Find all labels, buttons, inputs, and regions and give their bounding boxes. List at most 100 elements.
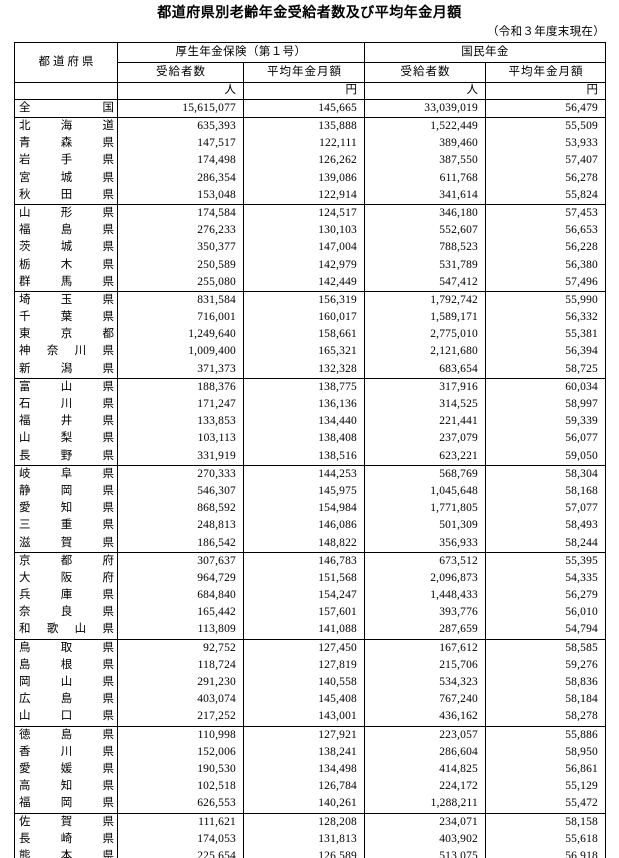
cell-kokumin-average: 59,050 <box>484 447 607 466</box>
cell-kosei-average: 130,103 <box>243 222 365 240</box>
header-row-subcolumns: 受給者数 平均年金月額 受給者数 平均年金月額 <box>15 62 607 83</box>
cell-kosei-recipients: 270,333 <box>117 465 244 484</box>
cell-kosei-recipients: 186,542 <box>117 534 244 553</box>
cell-kokumin-average: 57,077 <box>484 500 607 518</box>
as-of-note: （令和３年度末現在） <box>487 26 605 38</box>
cell-kosei-recipients: 626,553 <box>117 795 244 814</box>
table-row: 徳島県 110,998 127,921 223,057 55,886 <box>14 726 607 744</box>
cell-kosei-recipients: 276,233 <box>117 222 244 240</box>
cell-kosei-average: 147,004 <box>243 239 365 257</box>
prefecture-label: 千葉県 <box>19 311 114 324</box>
prefecture-label: 高知県 <box>19 780 114 793</box>
prefecture-label: 富山県 <box>19 380 114 393</box>
prefecture-label: 長崎県 <box>19 832 114 845</box>
prefecture-cell: 島根県 <box>14 657 118 675</box>
cell-kokumin-average: 58,304 <box>484 465 607 484</box>
prefecture-cell: 岡山県 <box>14 674 118 692</box>
cell-kosei-recipients: 868,592 <box>117 500 244 518</box>
cell-kosei-recipients: 103,113 <box>117 430 244 448</box>
cell-kosei-recipients: 118,724 <box>117 657 244 675</box>
table-row: 静岡県 546,307 145,975 1,045,648 58,168 <box>14 483 607 501</box>
cell-kosei-average: 136,136 <box>243 396 365 414</box>
cell-kokumin-average: 56,918 <box>484 848 607 858</box>
prefecture-label: 広島県 <box>19 693 114 706</box>
cell-kokumin-recipients: 314,525 <box>364 396 486 414</box>
prefecture-label: 山形県 <box>19 206 114 219</box>
cell-kosei-average: 127,921 <box>243 726 365 744</box>
cell-kosei-recipients: 165,442 <box>117 604 244 622</box>
unit-kosei-recipients: 人 <box>117 82 244 100</box>
cell-kosei-average: 154,247 <box>243 587 365 605</box>
cell-kosei-recipients: 190,530 <box>117 761 244 779</box>
prefecture-cell: 徳島県 <box>14 726 118 744</box>
cell-kokumin-recipients: 1,522,449 <box>364 117 486 136</box>
table-row: 奈良県 165,442 157,601 393,776 56,010 <box>14 604 607 622</box>
table-row: 北海道 635,393 135,888 1,522,449 55,509 <box>14 117 607 136</box>
cell-kosei-average: 122,914 <box>243 186 365 206</box>
cell-kokumin-recipients: 167,612 <box>364 639 486 657</box>
cell-kosei-recipients: 153,048 <box>117 186 244 206</box>
cell-kosei-average: 126,784 <box>243 778 365 796</box>
cell-kokumin-recipients: 356,933 <box>364 534 486 553</box>
prefecture-label: 和歌山県 <box>19 623 114 636</box>
cell-kokumin-average: 56,861 <box>484 761 607 779</box>
cell-kokumin-recipients: 317,916 <box>364 378 486 397</box>
cell-kokumin-recipients: 403,902 <box>364 830 486 849</box>
cell-kosei-average: 151,568 <box>243 570 365 588</box>
cell-kokumin-average: 58,184 <box>484 691 607 709</box>
prefecture-cell: 神奈川県 <box>14 343 118 361</box>
cell-kokumin-average: 56,332 <box>484 309 607 327</box>
prefecture-label: 石川県 <box>19 398 114 411</box>
cell-kosei-recipients: 635,393 <box>117 117 244 136</box>
prefecture-cell: 宮城県 <box>14 169 118 187</box>
table-row: 千葉県 716,001 160,017 1,589,171 56,332 <box>14 309 607 327</box>
table-row: 長崎県 174,053 131,813 403,902 55,618 <box>14 830 607 849</box>
cell-kokumin-average: 58,278 <box>484 708 607 727</box>
table-row: 石川県 171,247 136,136 314,525 58,997 <box>14 396 607 414</box>
cell-kokumin-average: 58,836 <box>484 674 607 692</box>
cell-kosei-average: 156,319 <box>243 291 365 310</box>
cell-kokumin-average: 56,479 <box>484 98 607 119</box>
cell-kokumin-recipients: 2,121,680 <box>364 343 486 361</box>
prefecture-label: 福岡県 <box>19 797 114 810</box>
cell-kokumin-average: 56,653 <box>484 222 607 240</box>
cell-kosei-recipients: 152,006 <box>117 743 244 762</box>
cell-kokumin-recipients: 414,825 <box>364 761 486 779</box>
cell-kosei-average: 165,321 <box>243 343 365 361</box>
cell-kokumin-recipients: 387,550 <box>364 152 486 170</box>
cell-kosei-average: 143,001 <box>243 708 365 727</box>
cell-kokumin-recipients: 534,323 <box>364 674 486 692</box>
cell-kokumin-recipients: 1,288,211 <box>364 795 486 814</box>
prefecture-label: 三重県 <box>19 519 114 532</box>
cell-kosei-recipients: 250,589 <box>117 256 244 274</box>
cell-kosei-average: 142,449 <box>243 273 365 293</box>
header-prefecture: 都道府県 <box>14 42 118 83</box>
prefecture-cell: 奈良県 <box>14 604 118 622</box>
table-row: 栃木県 250,589 142,979 531,789 56,380 <box>14 256 607 274</box>
cell-kosei-average: 138,241 <box>243 743 365 762</box>
table-body: 人 円 人 円 全国 15,615,077 145,665 33,039,019 56,… <box>14 82 607 858</box>
table-row: 埼玉県 831,584 156,319 1,792,742 55,990 <box>14 291 607 310</box>
cell-kokumin-recipients: 788,523 <box>364 239 486 257</box>
cell-kokumin-average: 58,950 <box>484 743 607 762</box>
header-group-kokumin: 国民年金 <box>363 42 607 63</box>
cell-kosei-average: 138,775 <box>243 378 365 397</box>
prefecture-cell: 山形県 <box>14 204 118 223</box>
table-row: 岡山県 291,230 140,558 534,323 58,836 <box>14 674 607 692</box>
prefecture-cell: 新潟県 <box>14 360 118 379</box>
prefecture-cell: 岩手県 <box>14 152 118 170</box>
prefecture-label: 岡山県 <box>19 676 114 689</box>
page-title: 都道府県別老齢年金受給者数及び平均年金月額 <box>157 5 462 21</box>
cell-kokumin-average: 56,228 <box>484 239 607 257</box>
cell-kokumin-recipients: 1,589,171 <box>364 309 486 327</box>
cell-kosei-recipients: 174,584 <box>117 204 244 223</box>
prefecture-cell: 佐賀県 <box>14 813 118 831</box>
prefecture-cell: 京都府 <box>14 552 118 571</box>
prefecture-label: 福島県 <box>19 224 114 237</box>
cell-kokumin-recipients: 531,789 <box>364 256 486 274</box>
cell-kosei-average: 144,253 <box>243 465 365 484</box>
prefecture-label: 全国 <box>19 101 114 114</box>
cell-kosei-recipients: 225,654 <box>117 848 244 858</box>
table-row: 福岡県 626,553 140,261 1,288,211 55,472 <box>14 795 607 814</box>
